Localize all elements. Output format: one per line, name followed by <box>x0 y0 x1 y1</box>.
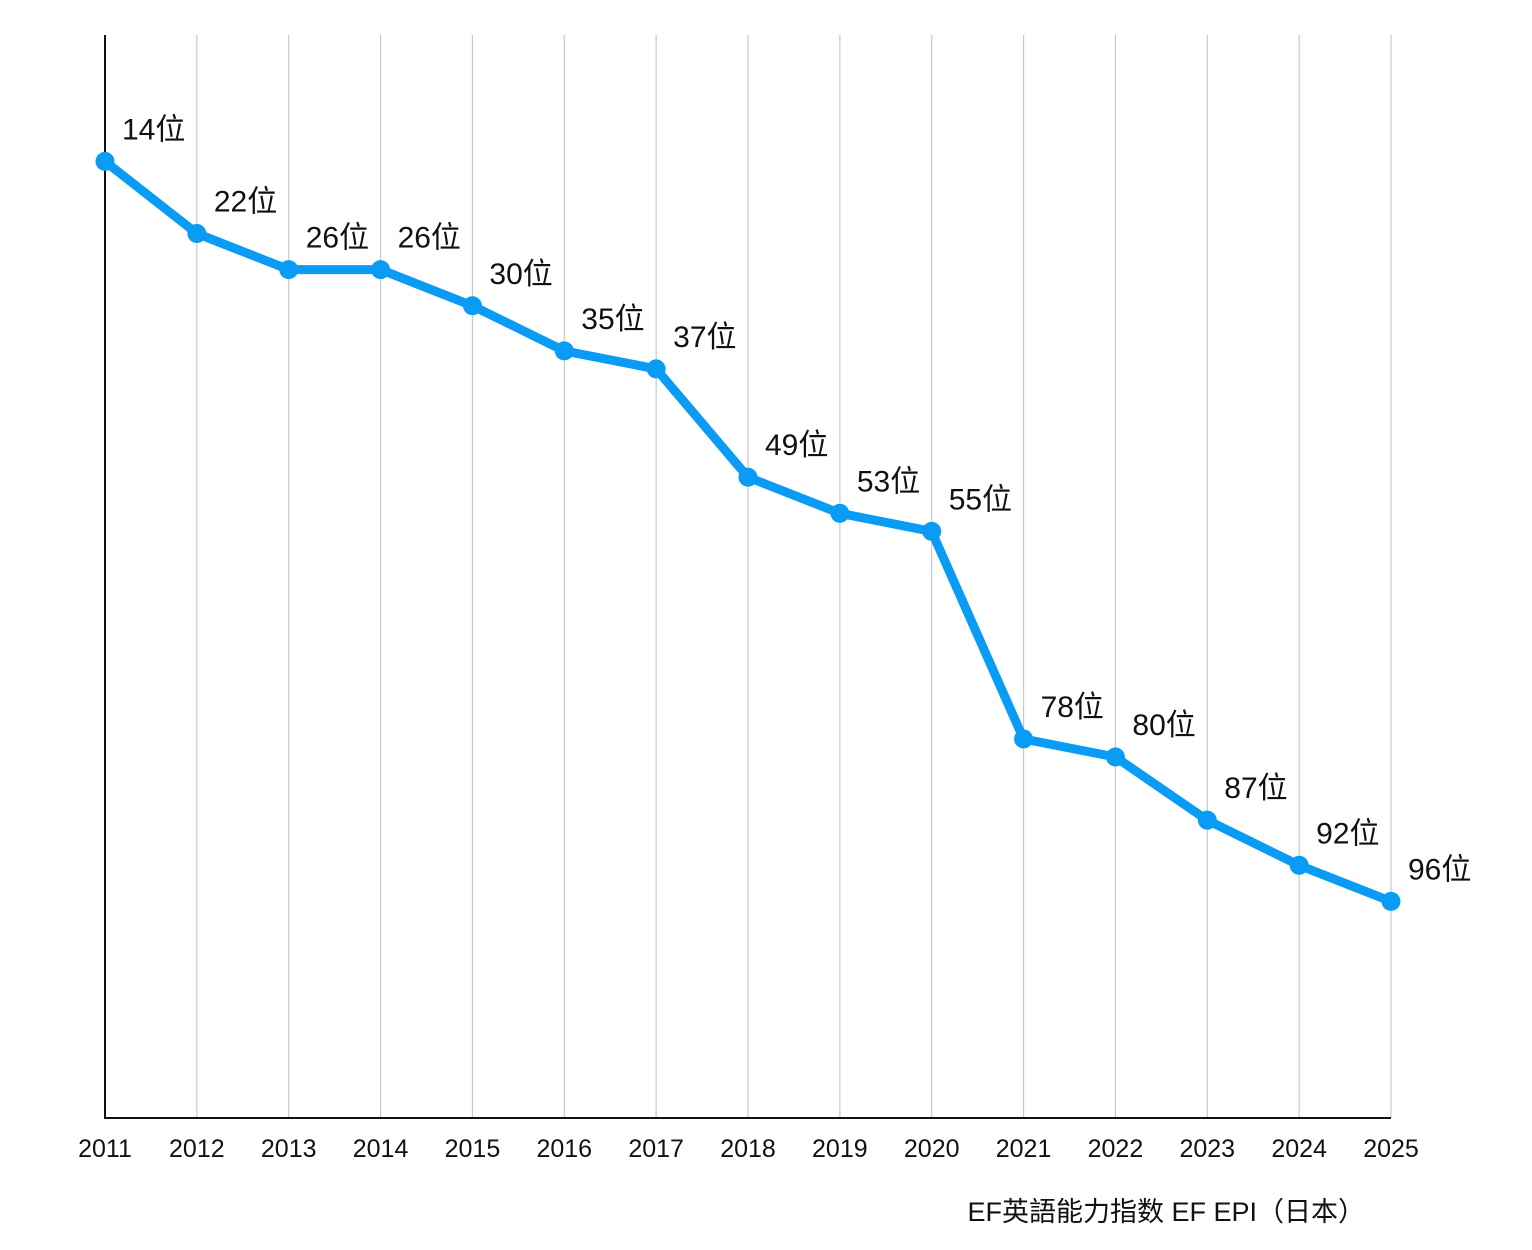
data-point-2019 <box>830 503 850 523</box>
x-tick-label-2012: 2012 <box>169 1135 225 1163</box>
data-point-2023 <box>1197 810 1217 830</box>
data-point-2011 <box>95 151 115 171</box>
x-tick-label-2014: 2014 <box>353 1135 409 1163</box>
data-label-2016: 35位 <box>581 303 644 336</box>
data-label-2018: 49位 <box>765 429 828 462</box>
data-point-2015 <box>462 296 482 316</box>
x-tick-label-2025: 2025 <box>1363 1135 1419 1163</box>
data-point-2013 <box>279 260 299 280</box>
data-label-2025: 96位 <box>1408 853 1471 886</box>
data-label-2015: 30位 <box>489 258 552 291</box>
x-tick-label-2020: 2020 <box>904 1135 960 1163</box>
x-tick-label-2018: 2018 <box>720 1135 776 1163</box>
data-label-2024: 92位 <box>1316 817 1379 850</box>
x-tick-label-2021: 2021 <box>996 1135 1052 1163</box>
data-point-2017 <box>646 359 666 379</box>
data-point-2021 <box>1014 729 1034 749</box>
axes <box>104 35 1391 1119</box>
x-tick-label-2011: 2011 <box>78 1135 132 1163</box>
gridlines <box>196 35 1392 1118</box>
x-tick-label-2015: 2015 <box>445 1135 501 1163</box>
data-labels: 14位 22位 26位 26位 30位 35位 37位 49位 53位 55位 78位 80位 87位 9… <box>122 113 1471 886</box>
data-label-2020: 55位 <box>949 483 1012 516</box>
data-label-2019: 53位 <box>857 465 920 498</box>
x-tick-label-2017: 2017 <box>628 1135 684 1163</box>
data-label-2022: 80位 <box>1132 709 1195 742</box>
x-tick-label-2022: 2022 <box>1088 1135 1144 1163</box>
x-tick-label-2019: 2019 <box>812 1135 868 1163</box>
data-label-2012: 22位 <box>214 186 277 219</box>
x-tick-label-2013: 2013 <box>261 1135 317 1163</box>
data-label-2021: 78位 <box>1041 691 1104 724</box>
data-point-2025 <box>1381 891 1401 911</box>
data-label-2013: 26位 <box>306 222 369 255</box>
x-tick-labels: 2011 2012 2013 2014 2015 2016 2017 2018 2019 2020… <box>78 1135 1419 1163</box>
data-point-2014 <box>371 260 391 280</box>
data-points <box>95 151 1401 911</box>
x-tick-label-2024: 2024 <box>1271 1135 1327 1163</box>
data-label-2017: 37位 <box>673 321 736 354</box>
x-tick-label-2023: 2023 <box>1179 1135 1235 1163</box>
x-tick-label-2016: 2016 <box>536 1135 592 1163</box>
data-point-2024 <box>1289 855 1309 875</box>
data-point-2018 <box>738 467 758 487</box>
data-point-2022 <box>1105 747 1125 767</box>
source-caption: EF英語能力指数 EF EPI（日本） <box>967 1197 1365 1227</box>
data-label-2014: 26位 <box>398 222 461 255</box>
data-point-2016 <box>554 341 574 361</box>
data-label-2023: 87位 <box>1224 772 1287 805</box>
data-point-2012 <box>187 224 207 244</box>
data-label-2011: 14位 <box>122 113 185 146</box>
data-point-2020 <box>922 521 942 541</box>
